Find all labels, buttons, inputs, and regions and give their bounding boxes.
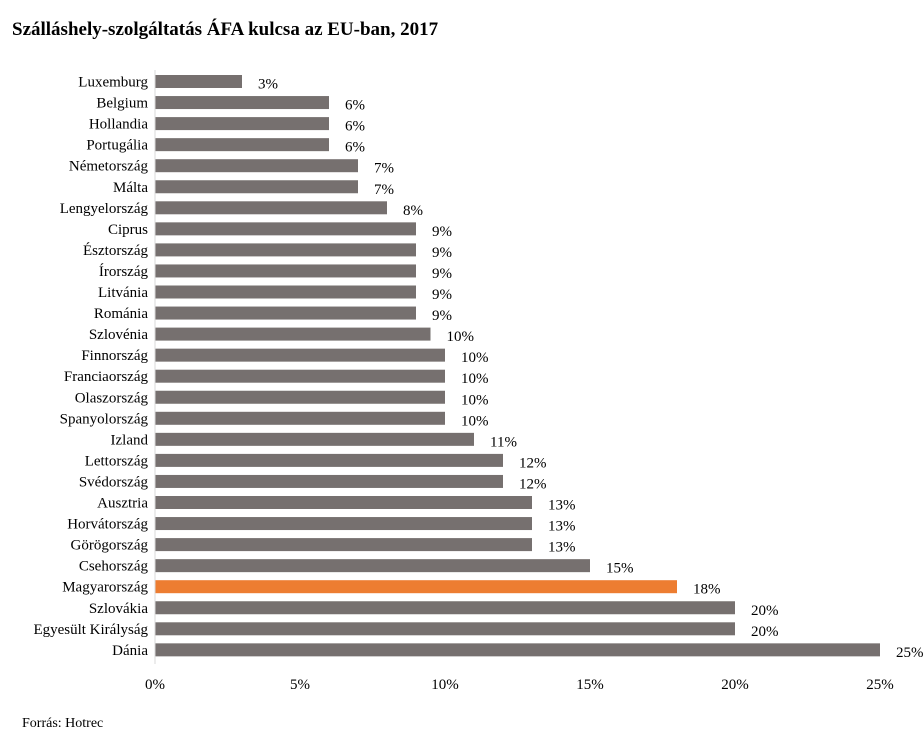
chart-title: Szálláshely-szolgáltatás ÁFA kulcsa az E… [12,19,439,40]
category-label: Litvánia [98,285,148,301]
data-label: 20% [751,624,779,640]
bar-6 [155,201,387,215]
data-label: 10% [461,371,489,387]
x-tick-label: 5% [290,677,310,693]
data-label: 12% [519,476,547,492]
bar-24 [155,580,677,594]
data-label: 25% [896,645,923,661]
bar-17 [155,432,474,446]
category-label: Görögország [71,538,149,554]
category-label: Hollandia [89,117,148,133]
bar-7 [155,222,416,236]
data-label: 8% [403,203,423,219]
category-label: Franciaország [64,369,149,385]
category-label: Egyesült Királyság [33,622,148,638]
data-label: 9% [432,308,452,324]
category-label: Ciprus [108,222,148,238]
category-label: Szlovákia [89,601,148,617]
x-tick-label: 0% [145,677,165,693]
category-label: Horvátország [67,517,148,533]
category-label: Lettország [85,453,149,469]
category-label: Magyarország [62,580,148,596]
bar-9 [155,264,416,278]
category-label: Olaszország [75,390,149,406]
data-label: 6% [345,98,365,114]
data-label: 7% [374,182,394,198]
bar-22 [155,538,532,552]
x-tick-label: 15% [576,677,604,693]
data-label: 10% [461,413,489,429]
bar-14 [155,369,445,383]
category-label: Málta [113,180,148,196]
data-label: 3% [258,77,278,93]
bar-2 [155,117,329,131]
category-label: Írország [99,263,149,280]
data-label: 18% [693,582,721,598]
category-label: Luxemburg [78,75,148,91]
data-label: 11% [490,434,517,450]
bar-20 [155,496,532,509]
data-label: 6% [345,119,365,135]
data-label: 9% [432,245,452,261]
category-label: Lengyelország [60,201,149,217]
data-label: 10% [461,392,489,408]
bar-5 [155,180,358,194]
bar-13 [155,348,445,362]
data-label: 10% [461,350,489,366]
data-label: 12% [519,455,547,471]
category-label: Izland [111,432,149,448]
bar-1 [155,96,329,110]
category-label: Finnország [81,348,148,364]
bar-0 [155,75,242,88]
data-label: 9% [432,287,452,303]
x-tick-label: 10% [431,677,459,693]
bar-8 [155,243,416,257]
bar-27 [155,643,880,657]
data-label: 9% [432,266,452,282]
bar-16 [155,411,445,425]
data-label: 7% [374,161,394,177]
category-label: Románia [94,306,148,322]
data-label: 6% [345,140,365,156]
category-label: Csehország [79,559,149,575]
bar-23 [155,559,590,573]
category-label: Portugália [86,138,148,154]
data-label: 13% [548,498,576,514]
category-label: Szlovénia [89,327,148,343]
bar-4 [155,159,358,173]
source-note: Forrás: Hotrec [22,716,104,731]
bar-21 [155,517,532,531]
bar-3 [155,138,329,152]
data-label: 20% [751,603,779,619]
category-label: Dánia [112,643,148,659]
bar-19 [155,474,503,488]
data-label: 13% [548,540,576,556]
category-label: Spanyolország [60,411,149,427]
category-label: Észtország [83,242,148,259]
bar-18 [155,453,503,467]
bar-10 [155,285,416,299]
category-label: Németország [69,159,149,175]
bar-26 [155,622,735,636]
category-label: Svédország [79,474,149,490]
data-label: 15% [606,561,634,577]
bar-25 [155,601,735,615]
data-label: 9% [432,224,452,240]
category-label: Belgium [96,96,148,112]
category-label: Ausztria [97,496,148,512]
x-tick-label: 20% [721,677,749,693]
bar-15 [155,390,445,404]
data-label: 13% [548,519,576,535]
bar-12 [155,327,431,341]
bar-11 [155,306,416,320]
x-tick-label: 25% [866,677,894,693]
data-label: 10% [447,329,475,345]
